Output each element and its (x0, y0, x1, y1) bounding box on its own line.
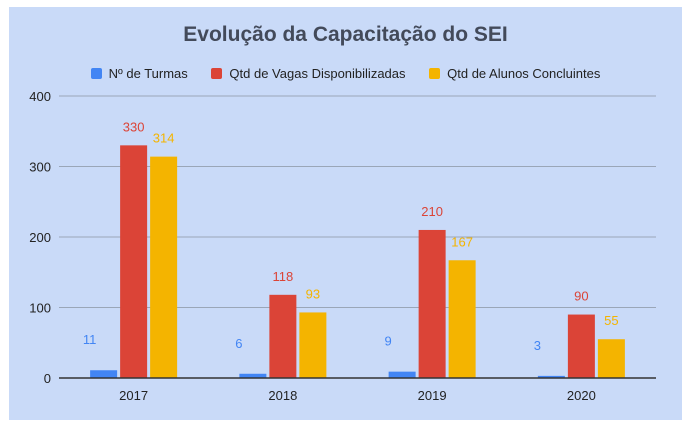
x-tick-label: 2020 (567, 388, 596, 403)
data-label: 3 (534, 338, 541, 353)
data-label: 167 (451, 234, 473, 249)
data-label: 55 (604, 313, 618, 328)
bar (239, 373, 267, 378)
x-tick-label: 2019 (418, 388, 447, 403)
bar (448, 260, 476, 378)
bar (418, 229, 446, 378)
plot-area: 0 100 200 300 400 11 330 314 2017 6 118 93 2018 9 210 1… (29, 89, 656, 403)
bar (388, 371, 416, 378)
bar (120, 145, 148, 378)
chart-panel: Evolução da Capacitação do SEI Nº de Tur… (9, 7, 682, 420)
data-label: 314 (153, 131, 175, 146)
x-tick-label: 2017 (119, 388, 148, 403)
data-label: 90 (574, 289, 588, 304)
data-label: 210 (421, 204, 443, 219)
chart-title: Evolução da Capacitação do SEI (183, 23, 508, 46)
bar (537, 375, 565, 378)
y-tick-label: 0 (44, 371, 51, 386)
x-tick-label: 2018 (268, 388, 297, 403)
bar (597, 339, 625, 378)
y-tick-label: 200 (29, 230, 51, 245)
bar (269, 294, 297, 378)
legend-label-turmas: Nº de Turmas (108, 66, 188, 82)
legend-swatch-turmas (90, 68, 102, 80)
bar (90, 370, 118, 378)
y-tick-label: 400 (29, 89, 51, 104)
legend-label-alunos: Qtd de Alunos Concluintes (447, 66, 601, 82)
legend-swatch-alunos (429, 68, 441, 80)
data-label: 330 (123, 119, 145, 134)
legend-label-vagas: Qtd de Vagas Disponibilizadas (229, 66, 406, 82)
data-label: 93 (306, 286, 320, 301)
legend-item-vagas: Qtd de Vagas Disponibilizadas (211, 66, 406, 82)
bar (150, 156, 178, 378)
legend-item-turmas: Nº de Turmas (90, 66, 188, 82)
legend: Nº de Turmas Qtd de Vagas Disponibilizad… (9, 65, 682, 81)
data-label: 6 (235, 336, 242, 351)
legend-swatch-vagas (211, 68, 223, 80)
data-label: 118 (273, 269, 294, 284)
bar (567, 314, 595, 378)
legend-item-alunos: Qtd de Alunos Concluintes (429, 66, 600, 81)
bar (299, 312, 327, 378)
data-label: 9 (385, 334, 392, 349)
y-tick-label: 300 (29, 160, 51, 175)
y-tick-label: 100 (29, 301, 51, 316)
data-label: 11 (83, 332, 97, 347)
